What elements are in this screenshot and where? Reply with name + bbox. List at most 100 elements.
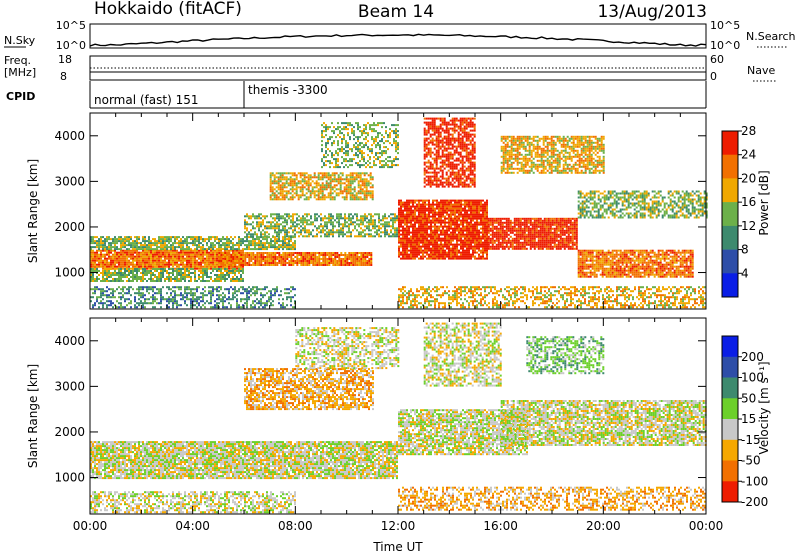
data-cell — [268, 264, 270, 266]
data-cell — [240, 278, 242, 280]
data-cell — [192, 294, 194, 296]
data-cell — [142, 294, 144, 296]
data-cell — [182, 298, 184, 300]
data-cell — [142, 262, 144, 264]
data-cell — [460, 234, 462, 236]
data-cell — [272, 217, 274, 219]
data-cell — [284, 244, 286, 246]
data-cell — [478, 218, 480, 220]
data-cell — [270, 298, 272, 300]
data-cell — [98, 258, 100, 260]
data-cell — [94, 260, 96, 262]
data-cell — [397, 142, 399, 144]
data-cell — [332, 198, 334, 200]
data-cell — [362, 229, 364, 231]
data-cell — [350, 182, 352, 184]
data-cell — [358, 192, 360, 194]
data-cell — [282, 190, 284, 192]
data-cell — [324, 264, 326, 266]
data-cell — [178, 278, 180, 280]
data-cell — [408, 232, 410, 234]
data-cell — [344, 178, 346, 180]
data-cell — [400, 214, 402, 216]
data-cell — [100, 296, 102, 298]
data-cell — [280, 174, 282, 176]
data-cell — [338, 229, 340, 231]
data-cell — [359, 130, 361, 132]
data-cell — [234, 262, 236, 264]
data-cell — [484, 232, 486, 234]
data-cell — [300, 260, 302, 262]
data-cell — [368, 219, 370, 221]
data-cell — [377, 134, 379, 136]
data-cell — [464, 226, 466, 228]
data-cell — [438, 210, 440, 212]
data-cell — [170, 294, 172, 296]
data-cell — [94, 268, 96, 270]
data-cell — [346, 186, 348, 188]
data-cell — [252, 233, 254, 235]
data-cell — [260, 264, 262, 266]
data-cell — [278, 260, 280, 262]
data-cell — [182, 268, 184, 270]
data-cell — [378, 219, 380, 221]
data-cell — [482, 210, 484, 212]
data-cell — [280, 190, 282, 192]
data-cell — [392, 221, 394, 223]
data-cell — [124, 236, 126, 238]
data-cell — [330, 252, 332, 254]
data-cell — [222, 244, 224, 246]
data-cell — [286, 215, 288, 217]
data-cell — [360, 233, 362, 235]
data-cell — [158, 268, 160, 270]
data-cell — [395, 132, 397, 134]
data-cell — [320, 217, 322, 219]
data-cell — [408, 200, 410, 202]
data-cell — [426, 224, 428, 226]
data-cell — [272, 213, 274, 215]
data-cell — [369, 128, 371, 130]
data-cell — [250, 294, 252, 296]
data-cell — [432, 204, 434, 206]
data-cell — [432, 214, 434, 216]
data-cell — [202, 258, 204, 260]
data-cell — [345, 152, 347, 154]
data-cell — [206, 274, 208, 276]
data-cell — [122, 244, 124, 246]
data-cell — [345, 164, 347, 166]
data-cell — [332, 215, 334, 217]
data-cell — [248, 286, 250, 288]
data-cell — [142, 258, 144, 260]
data-cell — [242, 288, 244, 290]
data-cell — [140, 244, 142, 246]
data-cell — [286, 246, 288, 248]
data-cell — [212, 246, 214, 248]
data-cell — [398, 202, 400, 204]
data-cell — [98, 302, 100, 304]
data-cell — [270, 188, 272, 190]
data-cell — [460, 202, 462, 204]
data-cell — [318, 215, 320, 217]
data-cell — [390, 235, 392, 237]
data-cell — [246, 294, 248, 296]
data-cell — [310, 252, 312, 254]
data-cell — [286, 231, 288, 233]
data-cell — [478, 204, 480, 206]
data-cell — [144, 258, 146, 260]
data-cell — [270, 258, 272, 260]
data-cell — [110, 276, 112, 278]
data-cell — [266, 260, 268, 262]
data-cell — [486, 214, 488, 216]
data-cell — [168, 302, 170, 304]
data-cell — [200, 262, 202, 264]
data-cell — [306, 262, 308, 264]
data-cell — [142, 240, 144, 242]
data-cell — [186, 292, 188, 294]
data-cell — [304, 262, 306, 264]
data-cell — [302, 178, 304, 180]
data-cell — [112, 290, 114, 292]
data-cell — [342, 225, 344, 227]
data-cell — [194, 260, 196, 262]
data-cell — [438, 220, 440, 222]
data-cell — [192, 250, 194, 252]
